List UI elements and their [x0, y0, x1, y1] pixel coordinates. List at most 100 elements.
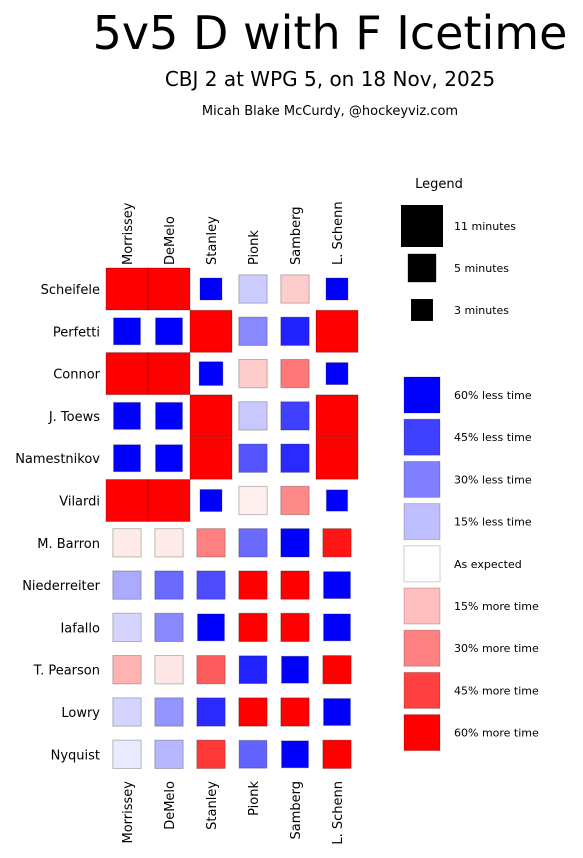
heatmap-cell — [281, 740, 309, 769]
heatmap-cell — [196, 528, 226, 558]
chart-title: 5v5 D with F Icetime — [92, 6, 568, 60]
heatmap-cell — [197, 613, 225, 642]
legend-color-label: 60% less time — [454, 389, 532, 402]
heatmap-cell — [196, 697, 226, 727]
heatmap-cell — [280, 274, 310, 304]
chart-byline: Micah Blake McCurdy, @hockeyviz.com — [201, 104, 459, 119]
legend-color-label: 60% more time — [454, 727, 539, 740]
heatmap-cell — [113, 317, 141, 346]
heatmap-cell — [238, 443, 268, 473]
heatmap-cell — [112, 570, 142, 600]
heatmap-cell — [112, 528, 142, 558]
heatmap-cell — [154, 739, 184, 769]
defense-label-top: Stanley — [205, 216, 220, 265]
heatmap-cell — [155, 401, 183, 430]
legend-size-swatch — [407, 253, 437, 283]
heatmap-cell — [189, 394, 233, 438]
heatmap-cell — [238, 697, 268, 727]
legend-color-swatch — [403, 587, 441, 625]
heatmap-cell — [147, 352, 191, 396]
legend-color-label: 15% more time — [454, 600, 539, 613]
legend-size-swatch — [401, 205, 443, 247]
forward-label: T. Pearson — [33, 664, 100, 679]
defense-label-top: Morrissey — [121, 202, 136, 265]
heatmap-cell — [238, 485, 268, 516]
heatmap-cell — [238, 528, 268, 558]
defense-label-bottom: Morrissey — [121, 781, 136, 844]
heatmap-cell — [280, 485, 310, 516]
heatmap-cell — [322, 739, 352, 769]
legend-color-swatch — [403, 418, 441, 456]
heatmap-cell — [322, 528, 352, 558]
heatmap-cell — [280, 570, 310, 600]
heatmap-cell — [238, 316, 268, 346]
legend-color-swatch — [403, 503, 441, 541]
legend-size-label: 3 minutes — [454, 304, 509, 317]
heatmap-cell — [280, 697, 310, 727]
heatmap-cell — [280, 528, 310, 558]
defense-label-top: Samberg — [289, 207, 304, 266]
heatmap-cell — [196, 655, 226, 685]
heatmap-cell — [154, 612, 184, 643]
heatmap-cell — [196, 570, 226, 600]
heatmap-cell — [281, 655, 309, 684]
heatmap-cell — [154, 528, 184, 558]
heatmap-cell — [238, 358, 268, 389]
legend-color-label: 30% less time — [454, 473, 532, 486]
defense-label-bottom: Samberg — [289, 781, 304, 840]
heatmap-cell — [323, 571, 351, 600]
defense-label-bottom: DeMelo — [163, 781, 178, 830]
forward-label: Lowry — [61, 706, 100, 721]
defense-label-bottom: Pionk — [247, 781, 262, 816]
heatmap-cell — [322, 655, 352, 685]
forward-label: M. Barron — [37, 537, 100, 552]
defense-label-top: DeMelo — [163, 216, 178, 265]
forward-label: Nyquist — [51, 748, 100, 763]
legend-color-swatch — [403, 671, 441, 709]
forward-label: Perfetti — [53, 325, 100, 340]
heatmap-cell — [323, 613, 351, 642]
heatmap-cell — [325, 362, 349, 386]
forward-label: Namestnikov — [15, 452, 100, 467]
heatmap-cell — [112, 612, 142, 643]
defense-label-bottom: L. Schenn — [331, 781, 346, 845]
legend-title: Legend — [415, 177, 463, 192]
heatmap-cell — [105, 267, 149, 311]
forward-label: Niederreiter — [22, 579, 100, 594]
defense-label-bottom: Stanley — [205, 781, 220, 830]
legend-color-swatch — [403, 545, 441, 583]
heatmap-cell — [154, 697, 184, 727]
legend-color-label: 30% more time — [454, 642, 539, 655]
heatmap-cell — [199, 277, 223, 301]
heatmap-cell — [112, 655, 142, 685]
heatmap-cell — [238, 739, 268, 769]
heatmap-cell — [155, 444, 183, 473]
forward-label: Iafallo — [60, 621, 100, 636]
forward-label: J. Toews — [48, 410, 100, 425]
heatmap-cell — [238, 612, 268, 643]
forward-label: Connor — [53, 368, 100, 383]
legend-color-label: 45% less time — [454, 431, 532, 444]
legend-color-label: As expected — [454, 558, 522, 571]
heatmap-cell — [280, 443, 310, 473]
heatmap-cell — [238, 655, 268, 685]
heatmap-cell — [147, 267, 191, 311]
legend-size-label: 11 minutes — [454, 220, 516, 233]
heatmap-cell — [147, 479, 191, 522]
forward-label: Vilardi — [59, 495, 100, 510]
heatmap-cell — [325, 277, 349, 301]
heatmap-cell — [315, 436, 359, 480]
forward-label: Scheifele — [41, 283, 100, 298]
heatmap-cell — [105, 479, 149, 522]
heatmap-cell — [154, 655, 184, 685]
heatmap-cell — [238, 570, 268, 600]
legend-color-swatch — [403, 714, 441, 752]
heatmap-cell — [238, 401, 268, 431]
heatmap-cell — [196, 739, 226, 769]
legend-color-swatch — [403, 376, 441, 414]
heatmap-cell — [315, 309, 359, 353]
heatmap-cell — [189, 436, 233, 480]
heatmap-cell — [112, 739, 142, 769]
legend-color-swatch — [403, 629, 441, 667]
